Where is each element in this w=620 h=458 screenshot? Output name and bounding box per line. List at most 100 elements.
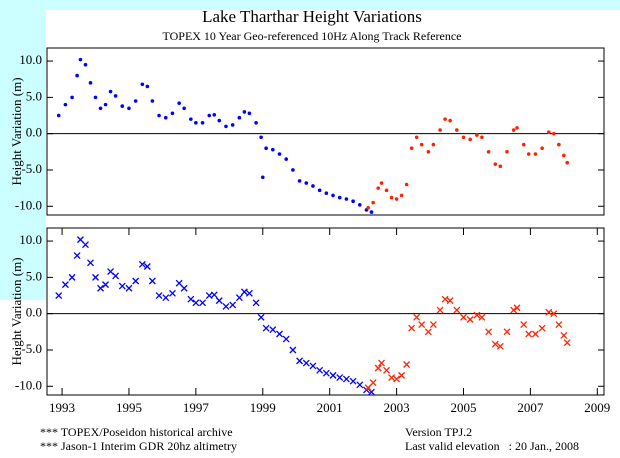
point: [557, 142, 561, 147]
point: [302, 359, 310, 367]
point: [150, 99, 155, 103]
point: [311, 184, 315, 188]
point: [132, 277, 140, 285]
point: [297, 179, 302, 183]
y-tick-label: 5.0: [26, 268, 42, 283]
point: [374, 364, 382, 372]
y-tick-label: 10.0: [19, 232, 42, 247]
point: [73, 252, 81, 260]
point: [215, 297, 223, 305]
point: [78, 57, 83, 62]
point: [187, 295, 195, 303]
point: [475, 133, 479, 137]
point: [398, 371, 406, 379]
point: [414, 135, 419, 140]
point: [419, 142, 424, 147]
x-tick-label: 1999: [250, 400, 276, 415]
point: [83, 62, 88, 67]
x-tick-label: 1995: [116, 400, 142, 415]
point: [441, 295, 449, 303]
point: [368, 388, 375, 396]
point: [138, 260, 146, 268]
point: [155, 292, 163, 299]
last-valid: Last valid elevation : 20 Jan., 2008: [405, 439, 579, 453]
point: [331, 193, 335, 198]
point: [388, 374, 396, 382]
point: [177, 101, 181, 105]
point: [555, 321, 563, 329]
point: [531, 330, 539, 338]
point: [521, 142, 526, 147]
legend-entry: *** TOPEX/Poseidon historical archive: [40, 425, 233, 439]
point: [97, 284, 104, 292]
x-tick-label: 1997: [183, 400, 210, 415]
point: [505, 150, 509, 154]
chart-subtitle: TOPEX 10 Year Geo-referenced 10Hz Along …: [162, 29, 461, 43]
point: [369, 379, 377, 387]
point: [252, 299, 260, 307]
point: [443, 117, 447, 121]
point: [192, 299, 200, 307]
point: [418, 321, 426, 329]
point: [448, 118, 452, 123]
point: [264, 146, 268, 150]
point: [63, 102, 68, 107]
point: [408, 324, 416, 332]
point: [199, 299, 207, 307]
point: [520, 321, 528, 329]
y-tick-label: 0.0: [26, 305, 42, 320]
point: [229, 301, 237, 309]
point: [162, 294, 170, 302]
point: [337, 195, 342, 200]
x-tick-label: 2007: [517, 400, 544, 415]
point: [309, 362, 317, 370]
point: [562, 153, 566, 158]
plot-frame: [46, 47, 605, 216]
point: [143, 263, 151, 270]
point: [70, 95, 74, 100]
point: [148, 277, 156, 285]
point: [289, 346, 297, 354]
x-tick-label: 1993: [49, 400, 75, 415]
point: [547, 130, 551, 135]
point: [125, 284, 133, 292]
point: [180, 284, 188, 292]
point: [478, 313, 486, 321]
point: [127, 106, 131, 111]
point: [55, 292, 63, 299]
point: [224, 124, 228, 129]
point: [565, 160, 570, 165]
y-axis-label: Height Variation (m): [9, 257, 24, 365]
y-tick-label: -5.0: [21, 161, 42, 176]
point: [168, 289, 176, 297]
point: [545, 308, 553, 316]
point: [92, 273, 99, 281]
point: [262, 324, 270, 332]
point: [118, 282, 126, 290]
point: [212, 113, 217, 117]
x-tick-label: 2009: [584, 400, 610, 415]
point: [378, 359, 385, 367]
point: [480, 135, 484, 140]
point: [247, 111, 252, 116]
point: [466, 316, 474, 323]
point: [404, 182, 409, 187]
point: [120, 104, 125, 108]
point: [513, 304, 521, 312]
point: [486, 150, 491, 154]
point: [349, 377, 357, 385]
plot-frame: [46, 227, 605, 396]
point: [257, 313, 265, 321]
point: [510, 306, 518, 314]
point: [316, 366, 324, 374]
point: [163, 115, 168, 120]
point: [453, 306, 461, 314]
point: [498, 164, 503, 169]
point: [364, 384, 372, 392]
point: [426, 150, 431, 154]
point: [242, 110, 247, 114]
point: [389, 195, 394, 200]
point: [357, 203, 362, 207]
